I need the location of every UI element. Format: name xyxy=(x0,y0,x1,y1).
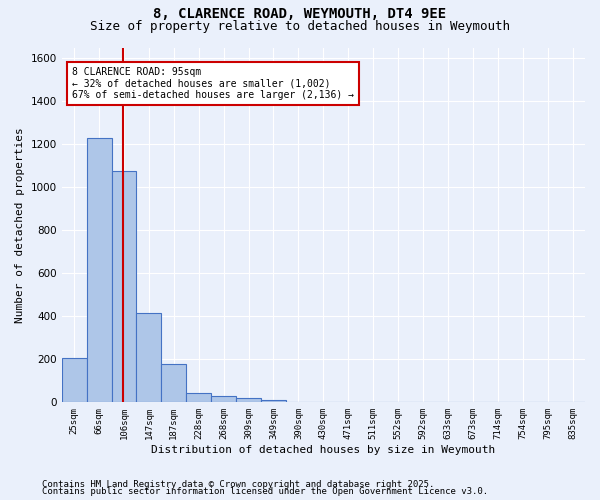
Bar xyxy=(62,358,86,403)
Bar xyxy=(211,396,236,402)
Bar xyxy=(136,313,161,402)
Bar xyxy=(112,171,136,402)
Y-axis label: Number of detached properties: Number of detached properties xyxy=(15,127,25,323)
Text: Contains public sector information licensed under the Open Government Licence v3: Contains public sector information licen… xyxy=(42,487,488,496)
Bar xyxy=(161,364,186,403)
Text: Size of property relative to detached houses in Weymouth: Size of property relative to detached ho… xyxy=(90,20,510,33)
Text: 8, CLARENCE ROAD, WEYMOUTH, DT4 9EE: 8, CLARENCE ROAD, WEYMOUTH, DT4 9EE xyxy=(154,8,446,22)
X-axis label: Distribution of detached houses by size in Weymouth: Distribution of detached houses by size … xyxy=(151,445,496,455)
Bar xyxy=(261,400,286,402)
Bar xyxy=(86,138,112,402)
Bar xyxy=(186,392,211,402)
Bar xyxy=(236,398,261,402)
Text: Contains HM Land Registry data © Crown copyright and database right 2025.: Contains HM Land Registry data © Crown c… xyxy=(42,480,434,489)
Text: 8 CLARENCE ROAD: 95sqm
← 32% of detached houses are smaller (1,002)
67% of semi-: 8 CLARENCE ROAD: 95sqm ← 32% of detached… xyxy=(72,67,354,100)
